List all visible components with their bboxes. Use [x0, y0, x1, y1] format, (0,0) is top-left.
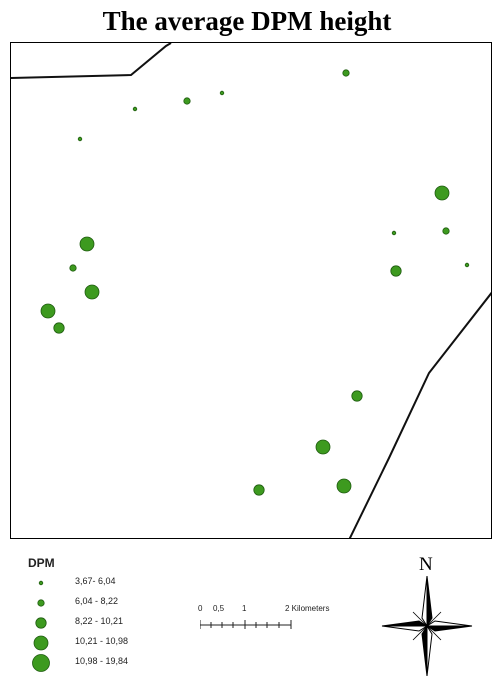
north-label: N	[419, 554, 433, 575]
dpm-point	[132, 106, 138, 112]
dpm-point	[351, 390, 363, 402]
dpm-point	[219, 90, 225, 96]
dpm-point	[390, 265, 402, 277]
dpm-point	[442, 227, 450, 235]
legend-symbol-circle	[37, 599, 45, 607]
legend: DPM 3,67- 6,04 6,04 - 8,22 8,22 - 10,21 …	[28, 556, 198, 680]
dpm-point	[315, 439, 331, 455]
legend-symbol	[32, 654, 50, 672]
legend-symbol	[33, 635, 49, 651]
legend-item: 8,22 - 10,21	[28, 614, 198, 632]
dpm-points	[40, 69, 470, 496]
dpm-point	[69, 264, 77, 272]
legend-label: 10,98 - 19,84	[75, 656, 129, 666]
dpm-point	[464, 262, 470, 268]
scale-label: 0,5	[213, 604, 225, 613]
dpm-point	[253, 484, 265, 496]
north-arrow: N	[380, 554, 474, 676]
legend-item: 10,21 - 10,98	[28, 634, 198, 652]
dpm-point	[391, 230, 397, 236]
dpm-point	[183, 97, 191, 105]
dpm-point	[336, 478, 352, 494]
legend-label: 10,21 - 10,98	[75, 636, 129, 646]
scale-label: 2 Kilometers	[285, 604, 330, 613]
dpm-point	[53, 322, 65, 334]
legend-symbol	[38, 580, 44, 586]
boundary-lines	[11, 43, 491, 538]
legend-item: 6,04 - 8,22	[28, 594, 198, 612]
legend-item: 3,67- 6,04	[28, 574, 198, 592]
legend-symbol-circle	[38, 580, 44, 586]
map-frame	[10, 42, 492, 539]
dpm-point	[342, 69, 350, 77]
legend-symbol-circle	[32, 654, 50, 672]
legend-title: DPM	[28, 556, 55, 570]
legend-symbol-circle	[35, 617, 47, 629]
compass-rose-icon	[381, 576, 473, 676]
legend-item: 10,98 - 19,84	[28, 654, 198, 672]
legend-label: 8,22 - 10,21	[75, 616, 124, 626]
map-canvas	[11, 43, 491, 538]
scale-label: 0	[198, 604, 203, 613]
scale-bar: 0 0,5 1 2 Kilometers	[196, 604, 356, 634]
dpm-point	[77, 136, 83, 142]
scale-label: 1	[242, 604, 247, 613]
legend-symbol-circle	[33, 635, 49, 651]
boundary-line	[11, 43, 172, 79]
dpm-point	[79, 236, 95, 252]
legend-symbol	[35, 617, 47, 629]
dpm-point	[434, 185, 450, 201]
legend-symbol	[37, 599, 45, 607]
dpm-point	[40, 303, 56, 319]
map-title: The average DPM height	[102, 6, 392, 36]
scale-bar-ruler	[200, 620, 292, 629]
legend-label: 6,04 - 8,22	[75, 596, 119, 606]
legend-label: 3,67- 6,04	[75, 576, 116, 586]
boundary-line	[348, 291, 491, 538]
dpm-point	[84, 284, 100, 300]
